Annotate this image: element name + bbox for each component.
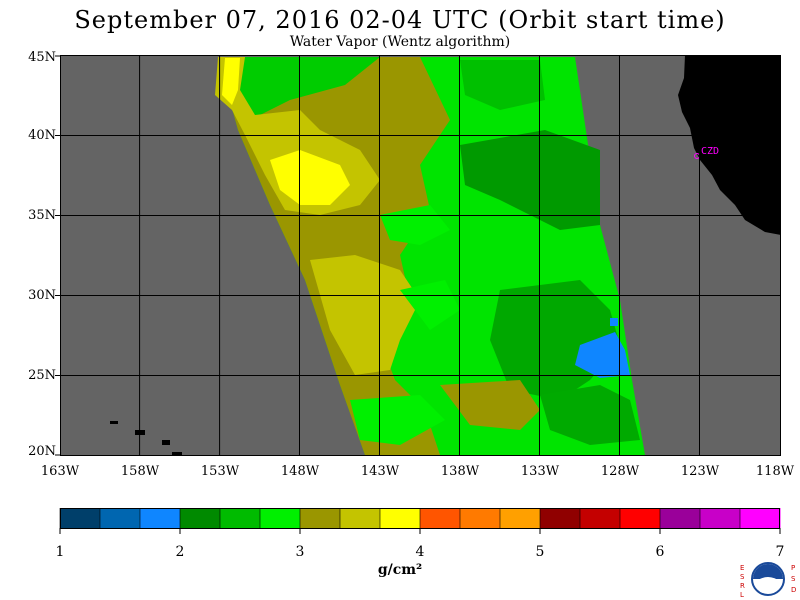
colorbar-swatch [540,508,581,528]
lon-label-148w: 148W [280,464,320,479]
colorbar-tick-5: 5 [535,544,545,560]
colorbar-swatch [340,508,381,528]
map-title: September 07, 2016 02-04 UTC (Orbit star… [74,6,726,34]
lon-label-138w: 138W [440,464,480,479]
logo-letter-d: D [791,586,796,594]
green-patch-2 [400,280,460,330]
colorbar-swatch [460,508,501,528]
lon-label-158w: 158W [120,464,160,479]
colorbar-swatch [660,508,701,528]
lat-label-35: 35N [28,208,56,223]
logo-letter-r: R [740,582,745,590]
colorbar-units: g/cm² [377,562,423,578]
colorbar-tick-2: 2 [175,544,185,560]
colorbar-swatch [700,508,741,528]
satellite-swath [215,57,645,455]
lon-label-123w: 123W [680,464,720,479]
lat-label-40: 40N [28,128,56,143]
dark-green-region-1 [460,130,600,230]
graticule [60,55,781,456]
logo-letter-s: S [740,573,745,581]
green-stripe-north [240,57,380,120]
colorbar-swatch [140,508,181,528]
yellow-band-south [310,255,420,375]
green-region-4 [460,60,545,110]
colorbar-swatch [300,508,341,528]
hawaii-island-3 [162,440,170,445]
colorbar-swatch [100,508,141,528]
colorbar-swatch [420,508,461,528]
lon-label-143w: 143W [360,464,400,479]
lat-label-45: 45N [28,50,56,65]
hawaii-island-1 [110,421,118,424]
colorbar-swatch [620,508,661,528]
colorbar-swatch [260,508,301,528]
colorbar-tick-3: 3 [295,544,305,560]
logo-letter-s2: S [791,575,796,583]
logo-letter-e: E [740,564,744,572]
yellow-strip-north [222,58,240,105]
lon-label-118w: 118W [755,464,795,479]
green-patch-3 [350,395,445,445]
olive-strip-mid [440,380,540,430]
axis-ticks [55,55,60,456]
dark-green-region-3 [540,385,640,445]
station-label-czd: CZD [701,146,720,157]
colorbar-swatch [180,508,221,528]
hawaii-island-4 [172,452,182,456]
lat-label-30: 30N [28,288,56,303]
blue-patch-small [610,318,618,326]
yellow-core [270,150,350,205]
noaa-logo: E S R L P S D [740,562,796,599]
colorbar-swatch [740,508,781,528]
logo-letter-p: P [791,564,795,572]
blue-patch [575,332,630,378]
lon-label-163w: 163W [40,464,80,479]
lat-label-20: 20N [28,444,56,459]
colorbar-tick-6: 6 [655,544,665,560]
logo-letter-l: L [740,591,744,599]
colorbar-tick-1: 1 [55,544,65,560]
colorbar-swatch [500,508,541,528]
colorbar-swatch [380,508,421,528]
map-frame [60,55,781,456]
colorbar [59,508,781,534]
lon-label-128w: 128W [600,464,640,479]
colorbar-swatch [60,508,101,528]
colorbar-swatch [220,508,261,528]
lon-label-133w: 133W [520,464,560,479]
colorbar-tick-7: 7 [775,544,785,560]
colorbar-swatch [580,508,621,528]
map-subtitle: Water Vapor (Wentz algorithm) [289,34,511,50]
lat-label-25: 25N [28,368,56,383]
north-america-land [678,55,781,235]
lon-label-153w: 153W [200,464,240,479]
colorbar-tick-4: 4 [415,544,425,560]
